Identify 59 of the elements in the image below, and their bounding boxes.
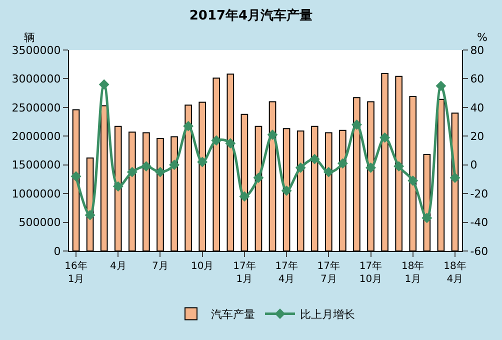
x-tick-label: 18年1月 [402,260,424,285]
x-tick-label: 4月 [110,261,126,272]
point [338,158,348,169]
point [380,132,390,143]
y2-tick-label: 80 [470,44,484,57]
point [267,130,278,140]
point [281,186,292,196]
point [253,172,264,183]
point [422,212,432,224]
x-tick-label: 17年10月 [359,260,382,285]
y-tick-label: 500000 [18,216,61,230]
point [394,161,404,172]
point [352,119,362,130]
point [366,162,376,173]
x-tick-label: 7月 [152,261,168,272]
y2-tick-label: -20 [470,187,488,200]
y-tick-label: 0 [54,244,61,258]
point [309,154,320,164]
point [98,79,110,90]
point [141,161,152,172]
point [84,210,96,220]
x-tick-label: 17年4月 [275,260,298,285]
y2-tick-label: 60 [470,72,484,86]
point [225,138,236,149]
point [295,162,306,173]
point [239,191,250,202]
y-tick-label: 1500000 [12,158,61,172]
x-tick-label: 17年7月 [317,260,340,285]
y-axis-title: 辆 [24,31,35,44]
y-tick-label: 3000000 [12,72,61,86]
y2-tick-label: 0 [470,158,478,172]
y-tick-label: 2500000 [12,101,61,114]
y2-axis-title: % [477,31,488,44]
point [112,181,124,192]
point [323,166,334,178]
y2-tick-label: 40 [470,101,484,114]
x-tick-label: 17年1月 [233,260,256,285]
point [436,80,446,92]
y2-tick-label: -60 [470,244,488,258]
y2-tick-label: 20 [470,130,484,143]
legend-label: 汽车产量 [211,308,255,322]
point [126,166,138,178]
point [197,156,208,168]
x-tick-label: 16年1月 [64,260,88,285]
point [211,135,222,146]
chart-title: 2017年4月汽车产量 [189,7,313,24]
point [408,175,418,186]
x-tick-label: 18年4月 [444,260,466,285]
y-tick-label: 1000000 [12,187,61,200]
legend-label: 比上月增长 [300,308,355,322]
point [70,171,82,182]
x-tick-label: 10月 [190,261,214,272]
y2-tick-label: -40 [470,216,488,230]
y-tick-label: 2000000 [12,130,61,143]
point [183,120,194,132]
point [155,166,166,178]
point [169,160,180,170]
point [450,172,460,183]
y-tick-label: 3500000 [12,44,61,57]
